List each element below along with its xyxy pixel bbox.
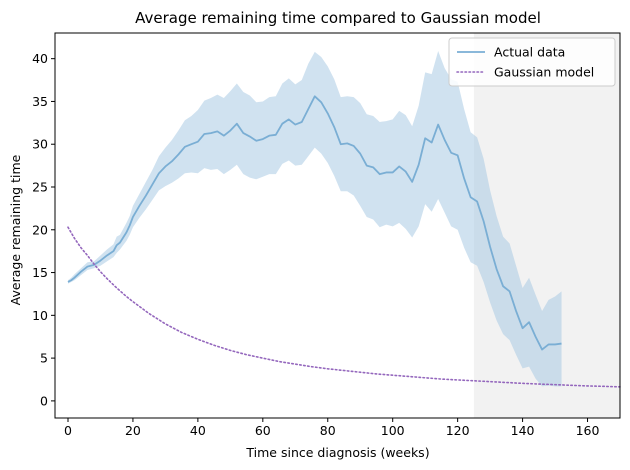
chart-title: Average remaining time compared to Gauss… (135, 9, 541, 27)
legend-box (448, 37, 616, 87)
x-tick-label: 160 (576, 423, 600, 438)
x-axis-label: Time since diagnosis (weeks) (245, 445, 429, 460)
y-tick-label: 30 (32, 137, 48, 152)
plot-frame (54, 32, 621, 419)
x-tick-label: 100 (381, 423, 405, 438)
y-tick-label: 20 (32, 222, 48, 237)
y-tick-label: 40 (32, 51, 48, 66)
y-tick-label: 25 (32, 180, 48, 195)
x-tick-label: 80 (320, 423, 336, 438)
y-tick-label: 10 (32, 308, 48, 323)
gaussian-model-line (67, 226, 621, 388)
x-tick-label: 20 (125, 423, 141, 438)
x-tick-label: 0 (64, 423, 72, 438)
lines-layer (67, 95, 621, 388)
band-layer (67, 50, 562, 387)
y-tick-label: 5 (40, 351, 48, 366)
x-tick-label: 60 (255, 423, 271, 438)
x-tick-label: 40 (190, 423, 206, 438)
legend-label-gaussian: Gaussian model (494, 65, 594, 80)
legend-label-actual: Actual data (494, 45, 565, 60)
y-tick-label: 35 (32, 94, 48, 109)
x-tick-label: 140 (511, 423, 535, 438)
axes-layer: 0 20 40 60 80 100 120 140 160 0 5 10 15 20 25 30 35 40 (32, 32, 621, 438)
x-tick-label: 120 (446, 423, 470, 438)
y-axis-label: Average remaining time (8, 154, 23, 305)
actual-data-line (67, 95, 562, 351)
y-tick-label: 0 (40, 393, 48, 408)
y-tick-label: 15 (32, 265, 48, 280)
actual-data-band (67, 50, 562, 387)
legend: Actual data Gaussian model (448, 37, 616, 87)
